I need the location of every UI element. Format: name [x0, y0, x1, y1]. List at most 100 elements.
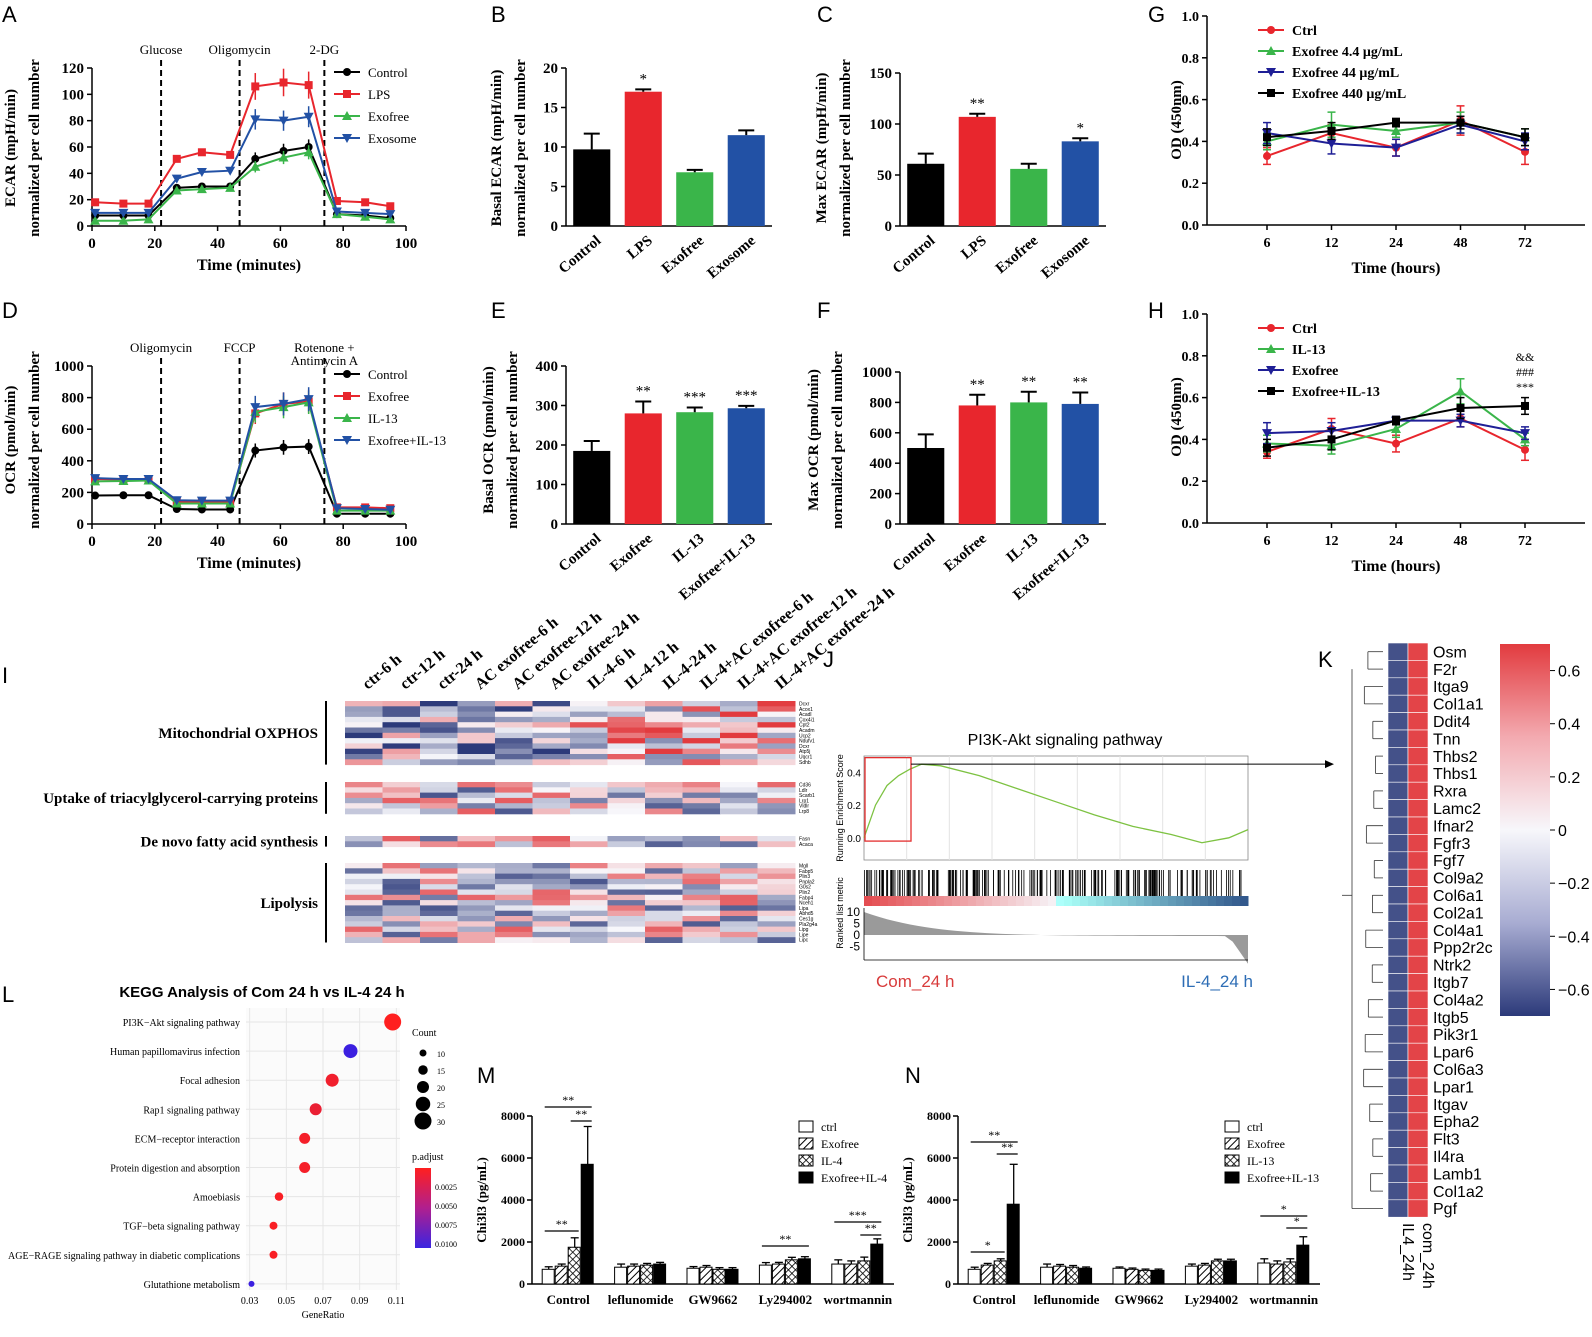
tick-label: 15: [543, 101, 558, 117]
heatmap-cell: [607, 900, 646, 906]
category-label: Exosome: [1038, 233, 1093, 282]
panel-letter: K: [1318, 647, 1333, 672]
heatmap-cell: [607, 797, 646, 804]
legend-label: Control: [368, 65, 408, 80]
scale-label: −0.2: [1558, 876, 1590, 893]
chart-F: 0 200 400 600 800 1000 Control ** Exofree ** IL-13…: [862, 365, 1106, 604]
data-point: [197, 505, 206, 514]
heatmap-cell: [495, 797, 533, 804]
heatmap-cell: [382, 894, 421, 901]
heatmap-cell: [607, 878, 646, 885]
category-label: GW9662: [1114, 1292, 1163, 1307]
rank-strip-cell: [976, 896, 985, 906]
data-point: [119, 199, 128, 208]
left-group-label: Com_24 h: [876, 972, 954, 991]
rank-strip-cell: [928, 896, 937, 906]
group-label: Uptake of triacylglycerol-carrying prote…: [43, 791, 318, 807]
bar: [676, 172, 714, 226]
tick-label: 4000: [927, 1193, 951, 1207]
tick-label: 24: [1389, 236, 1403, 251]
heatmap-cell: [532, 706, 571, 713]
heatmap-cell: [457, 921, 496, 928]
data-point: [1521, 401, 1529, 410]
gene-label: Scarb1: [799, 793, 815, 799]
heatmap-cell: [495, 894, 533, 901]
bar: [1151, 1269, 1165, 1285]
heatmap-cell: [532, 926, 571, 933]
bar: [1270, 1263, 1284, 1285]
legend-label: 20: [437, 1084, 445, 1093]
data-point: [342, 134, 352, 143]
data-point: [343, 392, 351, 400]
heatmap-cell: [682, 878, 721, 885]
heatmap-cell: [607, 782, 646, 788]
bar: [1061, 403, 1099, 524]
heatmap-cell: [457, 748, 496, 755]
data-point: [251, 446, 260, 455]
data-point: [384, 1013, 402, 1031]
significance-label: *: [985, 1238, 991, 1252]
data-point: [1267, 387, 1275, 395]
heatmap-cell: [345, 738, 383, 744]
bar: [725, 1268, 739, 1285]
bar: [844, 1263, 858, 1285]
heatmap-cell: [570, 787, 608, 794]
heatmap-cell: [495, 711, 533, 718]
injection-label: Glucose: [140, 42, 183, 57]
heatmap-cell: [757, 905, 796, 912]
panel-letter: I: [2, 663, 8, 688]
heatmap-cell: [345, 868, 383, 875]
data-point: [1456, 118, 1465, 127]
heatmap-cell: [420, 900, 458, 906]
heatmap-cell: [1407, 921, 1429, 940]
heatmap-cell: [757, 926, 796, 933]
heatmap-cell: [345, 716, 383, 723]
heatmap-cell: [1407, 903, 1429, 922]
heatmap-cell: [532, 841, 571, 848]
heatmap-cell: [1407, 1095, 1429, 1114]
heatmap-cell: [1407, 973, 1429, 992]
tick-label: 60: [69, 140, 84, 156]
heatmap-cell: [1387, 799, 1409, 818]
legend-label: 0.0050: [435, 1202, 457, 1211]
heatmap-cell: [607, 868, 646, 875]
tick-label: 0.8: [1182, 52, 1200, 67]
heatmap-cell: [495, 921, 533, 928]
gene-label: Plin3: [799, 874, 810, 880]
heatmap-cell: [420, 863, 458, 869]
scale-label: 0: [1558, 823, 1567, 840]
tick-label: 60: [273, 534, 288, 550]
heatmap-cell: [607, 931, 646, 938]
scale-label: 0.6: [1558, 664, 1580, 681]
legend-label: ctrl: [1247, 1120, 1264, 1134]
data-point: [1391, 423, 1401, 433]
data-point: [1266, 68, 1276, 77]
heatmap-cell: [1387, 1077, 1409, 1096]
heatmap-cell: [382, 743, 421, 750]
bar: [727, 408, 765, 524]
rank-strip-cell: [888, 896, 897, 906]
heatmap-cell: [757, 754, 796, 760]
data-point: [343, 370, 351, 378]
gene-label: Fasn: [799, 837, 810, 843]
heatmap-cell: [532, 722, 571, 728]
heatmap-cell: [345, 732, 383, 739]
heatmap-cell: [1407, 781, 1429, 800]
heatmap-cell: [457, 701, 496, 707]
data-point: [1266, 344, 1276, 353]
heatmap-cell: [457, 759, 496, 766]
bar: [1184, 1265, 1198, 1285]
heatmap-cell: [645, 706, 683, 713]
heatmap-cell: [1387, 973, 1409, 992]
heatmap-cell: [570, 889, 608, 896]
heatmap-cell: [720, 836, 758, 842]
es-frame: [863, 755, 1249, 861]
heatmap-cell: [720, 759, 758, 766]
gene-label: Col9a2: [1433, 871, 1484, 888]
heatmap-cell: [1387, 1060, 1409, 1079]
heatmap-cell: [532, 894, 571, 901]
heatmap-cell: [457, 878, 496, 885]
heatmap-cell: [607, 836, 646, 842]
axis-label-y: normalized per cell number: [27, 59, 43, 237]
